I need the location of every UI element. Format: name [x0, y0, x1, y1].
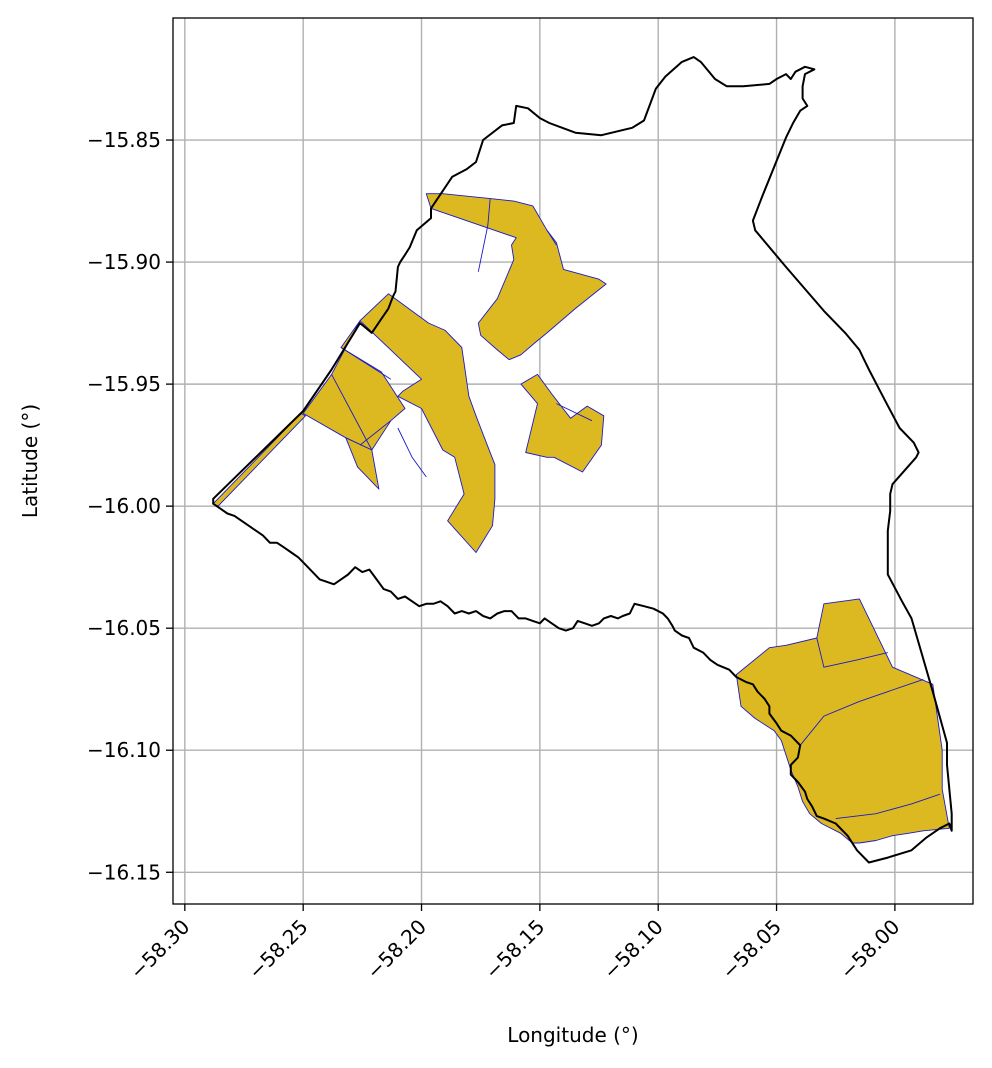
parcel-8 — [735, 598, 950, 844]
parcel-divider-5 — [546, 230, 557, 246]
y-tick-label-1: −15.90 — [87, 250, 161, 274]
region-boundary — [212, 56, 953, 864]
parcel-internal-boundaries — [340, 198, 941, 820]
parcel-divider-7 — [816, 637, 888, 668]
y-tick-label-6: −16.15 — [87, 860, 161, 884]
plot-frame — [172, 17, 974, 905]
parcel-divider-3 — [397, 427, 427, 478]
parcel-divider-6 — [556, 403, 593, 422]
y-axis-ticks: −15.85 −15.90 −15.95 −16.00 −16.05 −16.10 −16.… — [87, 128, 173, 884]
parcel-divider-1 — [340, 347, 392, 380]
parcel-divider-9 — [835, 793, 941, 820]
x-axis-label: Longitude (°) — [507, 1023, 638, 1047]
parcel-5 — [345, 437, 380, 490]
boundary-outline — [212, 56, 953, 864]
y-tick-label-4: −16.05 — [87, 616, 161, 640]
parcel-divider-8 — [799, 678, 924, 746]
y-tick-label-5: −16.10 — [87, 738, 161, 762]
parcels — [212, 193, 950, 844]
y-tick-label-0: −15.85 — [87, 128, 161, 152]
parcel-7 — [520, 373, 605, 473]
parcel-6 — [425, 193, 607, 361]
parcel-divider-2 — [359, 420, 392, 446]
parcel-divider-4 — [477, 198, 491, 272]
y-tick-label-3: −16.00 — [87, 494, 161, 518]
y-axis-label: Latitude (°) — [18, 404, 42, 518]
y-tick-label-2: −15.95 — [87, 372, 161, 396]
parcel-2 — [359, 293, 496, 553]
